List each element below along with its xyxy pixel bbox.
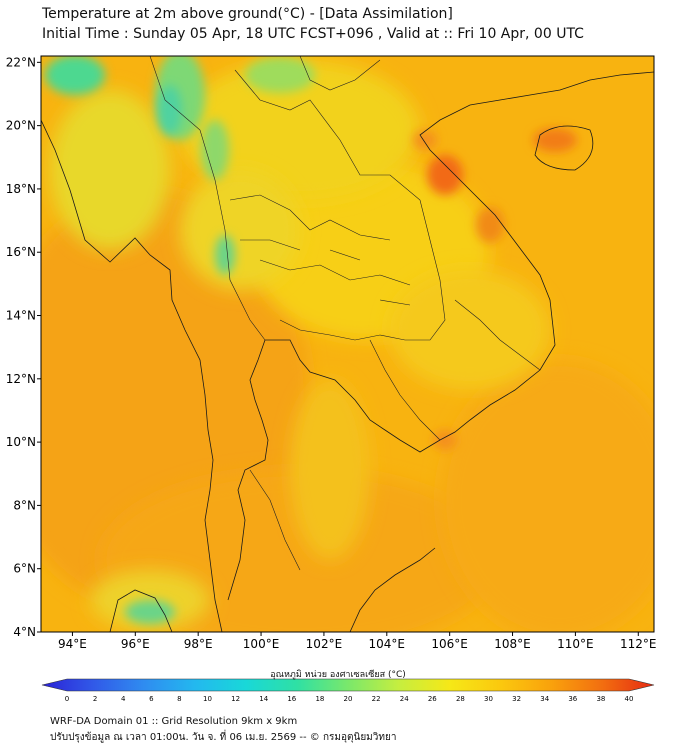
lat-label: 22°N (6, 55, 36, 69)
chart-subtitle: Initial Time : Sunday 05 Apr, 18 UTC FCS… (42, 26, 584, 42)
lat-label: 20°N (6, 119, 36, 133)
colorbar-tick-label: 22 (372, 695, 381, 703)
footer-update-info: ปรับปรุงข้อมูล ณ เวลา 01:00น. วัน จ. ที่… (50, 732, 397, 743)
colorbar-tick-label: 6 (149, 695, 154, 703)
chart-title: Temperature at 2m above ground(°C) - [Da… (42, 6, 453, 22)
colorbar-tick-label: 20 (344, 695, 353, 703)
colorbar-tick-label: 24 (400, 695, 409, 703)
lat-label: 12°N (6, 372, 36, 386)
lat-label: 16°N (6, 245, 36, 259)
map-frame (40, 55, 655, 633)
lon-label: 96°E (121, 637, 150, 651)
colorbar-tick-label: 36 (568, 695, 577, 703)
latitude-labels: 22°N 20°N 18°N 16°N 14°N 12°N 10°N 8°N 6°N 4°N (6, 55, 41, 639)
colorbar-tick-label: 40 (625, 695, 634, 703)
lon-label: 108°E (494, 637, 531, 651)
colorbar-tick-label: 2 (93, 695, 97, 703)
colorbar-tick-label: 18 (315, 695, 324, 703)
colorbar-tick-label: 10 (203, 695, 212, 703)
lon-label: 94°E (58, 637, 87, 651)
colorbar-tick-label: 0 (65, 695, 69, 703)
lon-label: 100°E (243, 637, 280, 651)
colorbar-tick-label: 12 (231, 695, 240, 703)
lon-label: 106°E (431, 637, 468, 651)
colorbar-tick-label: 28 (456, 695, 465, 703)
lat-label: 18°N (6, 182, 36, 196)
longitude-labels: 94°E 96°E 98°E 100°E 102°E 104°E 106°E 108°E 110… (58, 632, 657, 651)
lon-label: 102°E (306, 637, 343, 651)
colorbar-tick-label: 32 (512, 695, 521, 703)
lat-label: 4°N (13, 625, 36, 639)
colorbar-ticks: 0 2 4 6 8 10 12 14 16 18 20 22 24 26 28 30 32 34 36 38 40 (65, 695, 634, 703)
coastlines (41, 71, 654, 632)
colorbar-label: อุณหภูมิ หน่วย องศาเซลเซียส (°C) (270, 670, 406, 680)
lon-label: 104°E (369, 637, 406, 651)
lat-label: 10°N (6, 435, 36, 449)
lat-label: 14°N (6, 309, 36, 323)
colorbar-tick-label: 34 (540, 695, 549, 703)
colorbar-tick-label: 26 (428, 695, 437, 703)
colorbar-tick-label: 14 (259, 695, 268, 703)
colorbar-bar (41, 678, 655, 692)
footer-model-info: WRF-DA Domain 01 :: Grid Resolution 9km … (50, 716, 298, 727)
lat-label: 8°N (13, 498, 36, 512)
colorbar-tick-label: 38 (596, 695, 605, 703)
colorbar: 0 2 4 6 8 10 12 14 16 18 20 22 24 26 28 30 32 34 36 38 40 (41, 678, 655, 703)
province-borders (149, 56, 541, 571)
lon-label: 112°E (620, 637, 657, 651)
temperature-field (41, 56, 654, 632)
lon-label: 98°E (184, 637, 213, 651)
colorbar-tick-label: 16 (287, 695, 296, 703)
lat-label: 6°N (13, 562, 36, 576)
lon-label: 110°E (557, 637, 594, 651)
colorbar-tick-label: 30 (484, 695, 493, 703)
colorbar-tick-label: 4 (121, 695, 126, 703)
colorbar-tick-label: 8 (177, 695, 181, 703)
